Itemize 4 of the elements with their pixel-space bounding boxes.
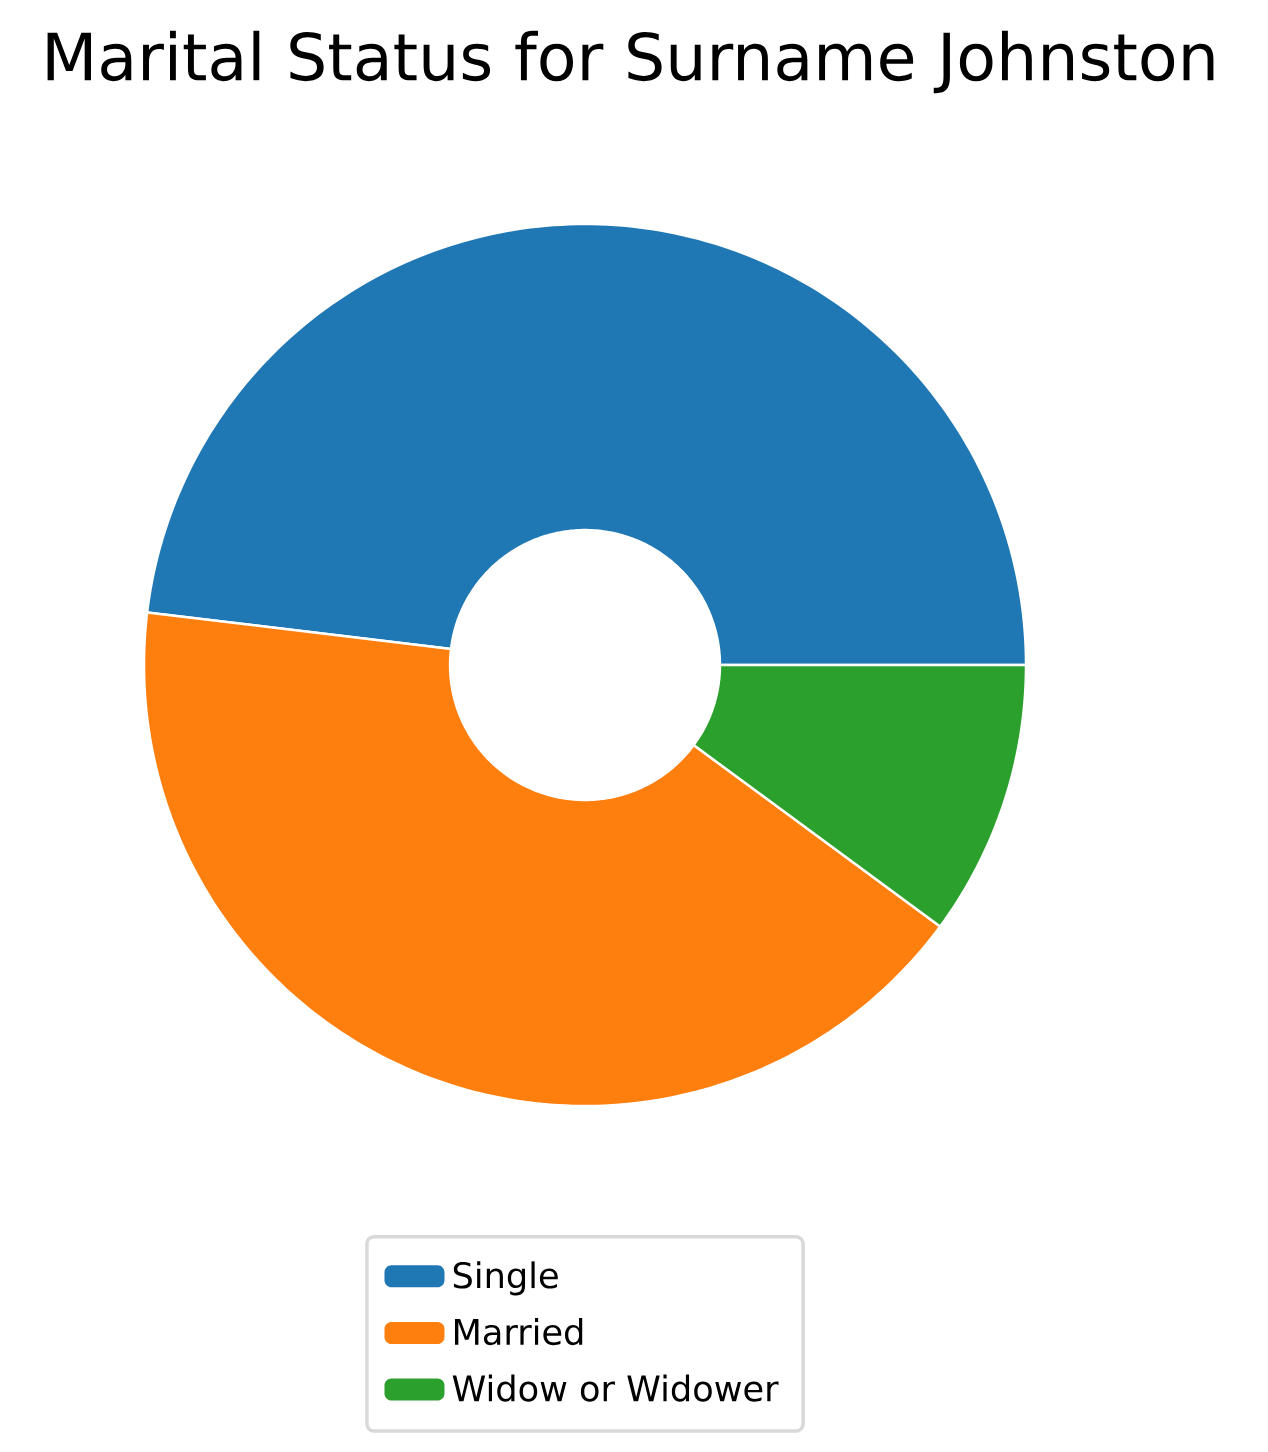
legend-label: Married [454, 1317, 583, 1346]
chart-title: Marital Status for Surname Johnston [47, 30, 1214, 94]
legend-label: Widow or Widower [452, 1374, 779, 1402]
legend-label: Single [453, 1261, 558, 1296]
